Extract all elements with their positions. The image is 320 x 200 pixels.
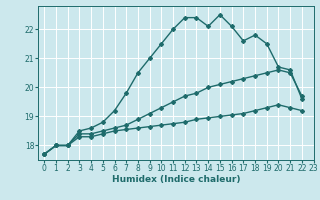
X-axis label: Humidex (Indice chaleur): Humidex (Indice chaleur) xyxy=(112,175,240,184)
